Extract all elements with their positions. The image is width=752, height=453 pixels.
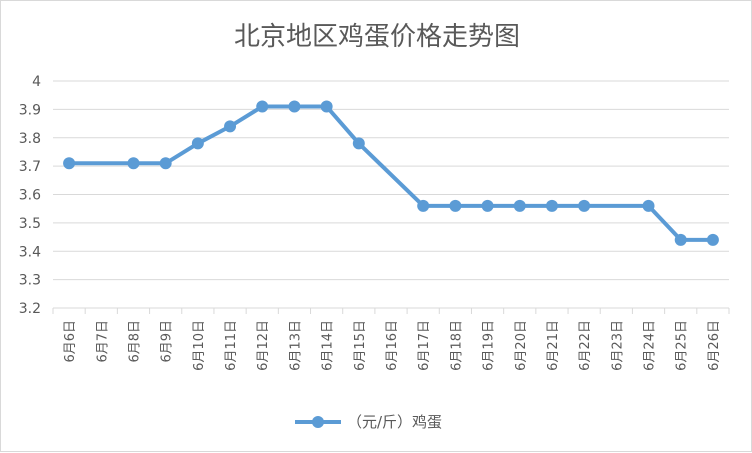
x-tick-label: 6月18日: [449, 320, 464, 371]
y-tick-label: 3.3: [19, 273, 41, 289]
data-point: [674, 233, 687, 246]
y-tick-label: 3.2: [19, 301, 41, 317]
data-point: [578, 199, 591, 212]
x-tick-label: 6月22日: [578, 320, 593, 371]
x-tick-label: 6月7日: [95, 320, 110, 363]
y-tick-label: 4: [32, 74, 41, 90]
data-point: [352, 137, 365, 150]
data-point: [288, 100, 301, 113]
legend-swatch-marker: [312, 416, 324, 428]
data-point: [706, 233, 719, 246]
x-tick-label: 6月24日: [643, 320, 658, 371]
data-point: [545, 199, 558, 212]
data-point: [159, 157, 172, 170]
data-point: [191, 137, 204, 150]
data-point: [224, 120, 237, 133]
data-point: [642, 199, 655, 212]
x-tick-label: 6月25日: [675, 320, 690, 371]
x-tick-label: 6月10日: [192, 320, 207, 371]
x-tick-label: 6月16日: [385, 320, 400, 371]
x-tick-label: 6月14日: [321, 320, 336, 371]
x-tick-label: 6月8日: [127, 320, 142, 363]
x-tick-label: 6月11日: [224, 320, 239, 371]
y-axis-ticks: 3.2 3.3 3.4 3.5 3.6 3.7 3.8 3.9 4: [19, 74, 41, 317]
x-tick-label: 6月19日: [482, 320, 497, 371]
y-tick-label: 3.5: [19, 216, 41, 232]
x-tick-label: 6月12日: [256, 320, 271, 371]
data-point: [449, 199, 462, 212]
gridlines: [53, 80, 729, 309]
x-tick-label: 6月21日: [546, 320, 561, 371]
data-point: [127, 157, 140, 170]
x-tick-label: 6月6日: [63, 320, 78, 363]
data-point: [481, 199, 494, 212]
data-point: [256, 100, 269, 113]
y-tick-label: 3.8: [19, 131, 41, 147]
chart-title: 北京地区鸡蛋价格走势图: [234, 22, 520, 52]
x-tick-label: 6月20日: [514, 320, 529, 371]
y-tick-label: 3.4: [19, 244, 41, 260]
x-tick-label: 6月9日: [160, 320, 175, 363]
x-tick-label: 6月15日: [353, 320, 368, 371]
series-line: [69, 104, 713, 242]
x-axis-ticks: 6月6日 6月7日 6月8日 6月9日 6月10日 6月11日 6月12日 6月13日 6月14…: [52, 308, 730, 371]
x-tick-label: 6月26日: [707, 320, 722, 371]
x-tick-label: 6月13日: [288, 320, 303, 371]
legend: （元/斤）鸡蛋: [295, 413, 442, 431]
y-tick-label: 3.6: [19, 188, 41, 204]
data-point: [513, 199, 526, 212]
x-tick-label: 6月17日: [417, 320, 432, 371]
y-tick-label: 3.7: [19, 159, 41, 175]
data-point: [417, 199, 430, 212]
y-tick-label: 3.9: [19, 102, 41, 118]
x-tick-label: 6月23日: [610, 320, 625, 371]
data-point: [63, 157, 76, 170]
legend-label: （元/斤）鸡蛋: [347, 413, 442, 431]
data-point: [320, 100, 333, 113]
series-group: [63, 100, 719, 246]
